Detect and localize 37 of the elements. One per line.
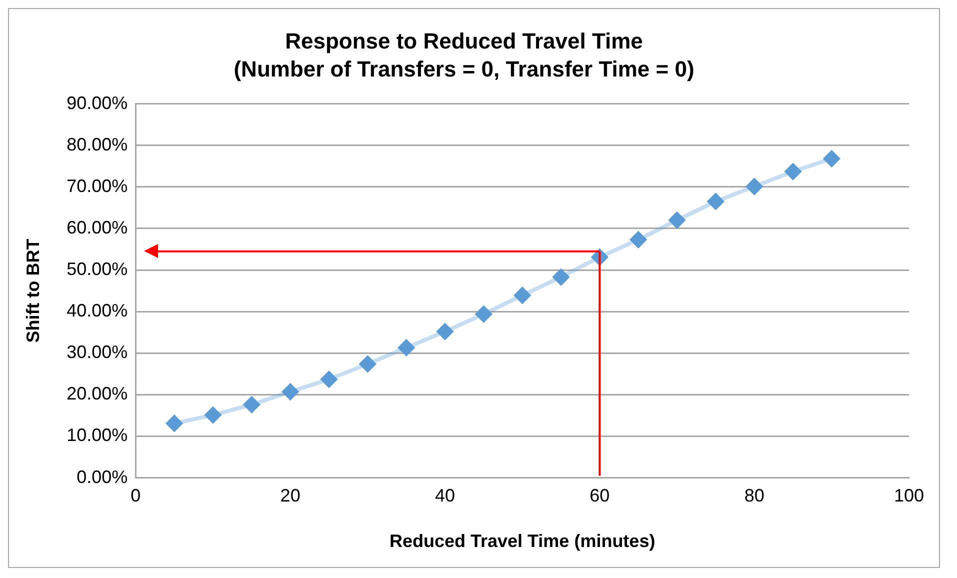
point [746, 178, 762, 194]
y-tick-label: 50.00% [66, 258, 128, 279]
y-tick-label: 30.00% [66, 342, 128, 362]
y-axis-title: Shift to BRT [22, 238, 43, 343]
point [204, 407, 221, 424]
point [514, 287, 530, 304]
y-tick-label: 80.00% [66, 134, 128, 154]
x-tick-label: 20 [280, 486, 300, 506]
point [552, 269, 569, 286]
y-tick-label: 40.00% [66, 300, 128, 321]
point [476, 306, 492, 322]
y-tick-label: 20.00% [66, 384, 128, 404]
chart-subtitle: (Number of Transfers = 0, Transfer Time = 0) [234, 56, 694, 82]
x-tick-label: 100 [894, 486, 924, 506]
y-tick-label: 0.00% [76, 466, 128, 487]
y-tick-label: 70.00% [66, 176, 128, 196]
point [436, 324, 453, 340]
x-tick-label: 80 [744, 486, 764, 506]
x-tick-label: 0 [130, 486, 141, 506]
point [398, 340, 414, 356]
point [708, 193, 724, 210]
point [244, 396, 260, 413]
x-tick-label: 60 [590, 486, 610, 506]
y-tick-label: 10.00% [66, 425, 128, 446]
x-tick-label: 40 [434, 486, 456, 506]
point [630, 232, 646, 248]
y-tick-label: 90.00% [66, 92, 128, 113]
point [282, 384, 298, 400]
point [785, 164, 801, 180]
point [360, 356, 376, 372]
x-axis-title: Reduced Travel Time (minutes) [389, 531, 656, 552]
point [668, 212, 685, 228]
chart-title: Response to Reduced Travel Time [285, 28, 643, 54]
y-tick-label: 60.00% [66, 217, 128, 238]
point [824, 150, 840, 167]
point [166, 415, 182, 432]
point [320, 371, 337, 388]
